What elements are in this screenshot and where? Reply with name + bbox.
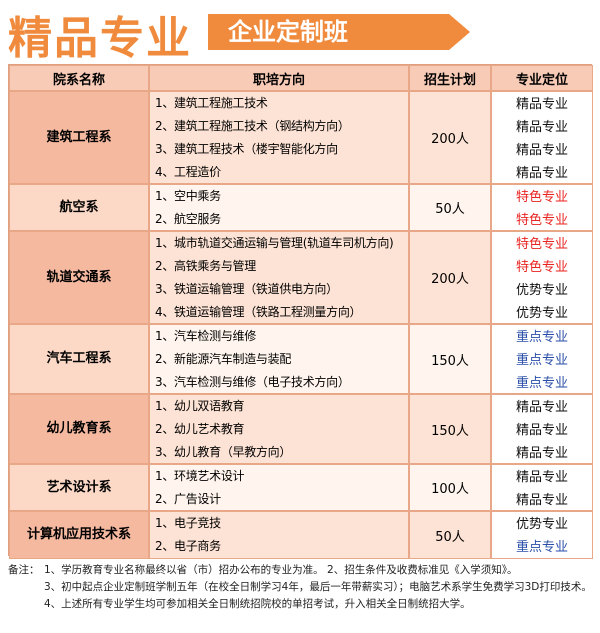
position: 特色专业: [515, 190, 568, 205]
direction: 2、广告设计: [155, 492, 221, 506]
plan-cell: 50人: [409, 184, 491, 231]
plan-cell: 100人: [409, 464, 491, 511]
direction-cell: [149, 91, 409, 184]
direction: 1、城市轨道交通运输与管理(轨道车司机方向): [155, 236, 394, 250]
position-cell: [491, 394, 593, 464]
note-line: 1、学历教育专业名称最终以省（市）招办公布的专业为准。 2、招生条件及收费标准见…: [44, 564, 518, 576]
column-header: 职培方向: [149, 65, 409, 91]
direction: 2、新能源汽车制造与装配: [155, 352, 292, 366]
position: 特色专业: [515, 260, 568, 275]
position-cell: [491, 91, 593, 184]
direction-cell: [149, 511, 409, 559]
position: 重点专业: [515, 376, 568, 391]
position: 精品专业: [515, 143, 568, 158]
banner: 企业定制班: [228, 18, 348, 46]
dept-cell: 轨道交通系: [9, 231, 149, 324]
direction: 1、空中乘务: [155, 189, 221, 203]
dept-cell: 航空系: [9, 184, 149, 231]
dept-cell: 幼儿教育系: [9, 394, 149, 464]
position: 优势专业: [515, 517, 568, 532]
position: 特色专业: [515, 213, 568, 228]
direction: 2、幼儿艺术教育: [155, 422, 245, 436]
position: 精品专业: [515, 423, 568, 438]
dept-cell: 汽车工程系: [9, 324, 149, 394]
table: 院系名称 职培方向 招生计划 专业定位 建筑工程系 200人 1、建筑工程施工技术 精品专业 2…: [8, 64, 593, 559]
position-cell: [491, 511, 593, 559]
banner-bg: [208, 14, 470, 50]
plan-cell: 150人: [409, 324, 491, 394]
direction: 2、电子商务: [155, 539, 221, 553]
direction: 4、工程造价: [155, 165, 221, 179]
position: 精品专业: [515, 97, 568, 112]
position: 特色专业: [515, 237, 568, 252]
direction-cell: [149, 464, 409, 511]
direction: 3、幼儿教育（早教方向）: [155, 445, 292, 459]
direction: 1、汽车检测与维修: [155, 329, 256, 343]
direction: 2、建筑工程施工技术（钢结构方向）: [155, 119, 350, 133]
direction: 1、幼儿双语教育: [155, 399, 245, 413]
column-header: 招生计划: [409, 65, 491, 91]
position: 精品专业: [515, 446, 568, 461]
plan-cell: 50人: [409, 511, 491, 559]
dept-cell: 建筑工程系: [9, 91, 149, 184]
column-header: 院系名称: [9, 65, 149, 91]
direction-cell: [149, 231, 409, 324]
position: 精品专业: [515, 400, 568, 415]
position: 精品专业: [515, 470, 568, 485]
direction: 3、铁道运输管理（铁道供电方向）: [155, 282, 338, 296]
note-line: 4、上述所有专业学生均可参加相关全日制统招院校的单招考试，升入相关全日制统招大学…: [44, 598, 471, 610]
position: 重点专业: [515, 330, 568, 345]
column-header: 专业定位: [491, 65, 593, 91]
direction: 3、汽车检测与维修（电子技术方向）: [155, 375, 350, 389]
position: 优势专业: [515, 283, 568, 298]
direction: 2、高铁乘务与管理: [155, 259, 256, 273]
direction: 3、建筑工程技术（楼宇智能化方向: [155, 142, 338, 156]
position: 重点专业: [515, 353, 568, 368]
direction: 4、铁道运输管理（铁路工程测量方向）: [155, 305, 362, 319]
direction: 2、航空服务: [155, 212, 221, 226]
position-cell: [491, 324, 593, 394]
title: 精品专业: [8, 13, 192, 64]
plan-cell: 200人: [409, 91, 491, 184]
position: 精品专业: [515, 120, 568, 135]
direction-cell: [149, 324, 409, 394]
notes: 备注： 1、学历教育专业名称最终以省（市）招办公布的专业为准。 2、招生条件及收费…: [8, 562, 598, 613]
position-cell: [491, 184, 593, 231]
dept-cell: 计算机应用技术系: [9, 511, 149, 559]
direction: 1、电子竞技: [155, 516, 221, 530]
position: 精品专业: [515, 166, 568, 181]
direction: 1、环境艺术设计: [155, 469, 245, 483]
position: 精品专业: [515, 493, 568, 508]
direction-cell: [149, 184, 409, 231]
dept-cell: 艺术设计系: [9, 464, 149, 511]
plan-cell: 150人: [409, 394, 491, 464]
direction: 1、建筑工程施工技术: [155, 96, 268, 110]
direction-cell: [149, 394, 409, 464]
position-cell: [491, 464, 593, 511]
position: 重点专业: [515, 540, 568, 555]
position-cell: [491, 231, 593, 324]
plan-cell: 200人: [409, 231, 491, 324]
note-line: 3、初中起点企业定制班学制五年（在校全日制学习4年，最后一年带薪实习）；电脑艺术…: [44, 581, 592, 593]
position: 优势专业: [515, 306, 568, 321]
notes-label: 备注：: [8, 564, 40, 576]
